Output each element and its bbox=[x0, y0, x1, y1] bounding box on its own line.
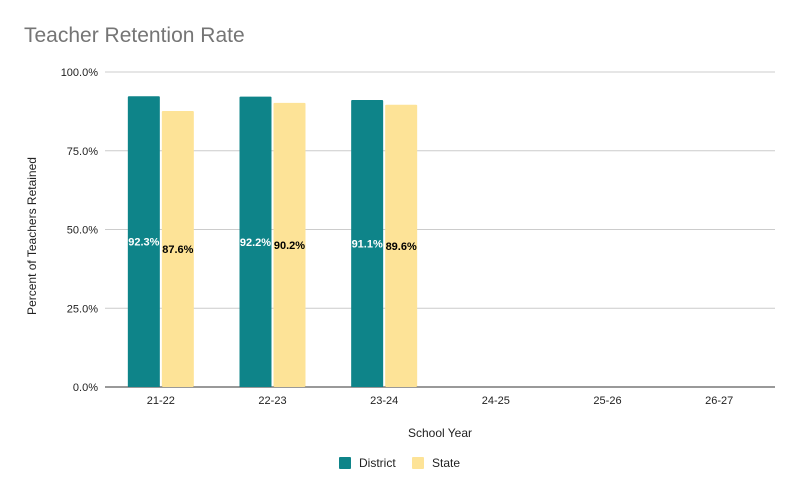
x-tick-label: 25-26 bbox=[593, 395, 621, 407]
x-tick-label: 23-24 bbox=[370, 395, 398, 407]
y-tick-label: 75.0% bbox=[67, 146, 98, 158]
y-tick-label: 0.0% bbox=[73, 382, 98, 394]
y-axis-title: Percent of Teachers Retained bbox=[25, 157, 39, 315]
data-label: 90.2% bbox=[274, 240, 305, 252]
bar-state-22-23 bbox=[273, 102, 306, 388]
bars bbox=[127, 96, 418, 388]
bar-state-23-24 bbox=[385, 104, 418, 387]
legend: District State bbox=[339, 456, 460, 470]
bar-district-21-22 bbox=[127, 96, 160, 387]
bar-district-22-23 bbox=[239, 96, 272, 387]
data-label: 89.6% bbox=[386, 241, 417, 253]
x-tick-label: 26-27 bbox=[705, 395, 733, 407]
y-tick-labels: 0.0% 25.0% 50.0% 75.0% 100.0% bbox=[61, 67, 99, 394]
legend-label-state: State bbox=[432, 456, 460, 470]
legend-swatch-district bbox=[339, 457, 351, 469]
data-label: 92.3% bbox=[128, 237, 159, 249]
x-tick-label: 22-23 bbox=[258, 395, 286, 407]
gridlines bbox=[105, 71, 775, 388]
y-tick-label: 50.0% bbox=[67, 225, 98, 237]
data-labels: 92.3%87.6% 92.2% 90.2% 91.1% 89.6% bbox=[128, 237, 417, 256]
legend-label-district: District bbox=[359, 456, 396, 470]
x-tick-labels: 21-22 22-23 23-24 24-25 25-26 26-27 bbox=[147, 395, 733, 407]
x-axis-title: School Year bbox=[408, 426, 472, 440]
data-label: 91.1% bbox=[352, 239, 383, 251]
bar-district-23-24 bbox=[351, 100, 384, 387]
x-tick-label: 24-25 bbox=[482, 395, 510, 407]
legend-swatch-state bbox=[412, 457, 424, 469]
y-tick-label: 100.0% bbox=[61, 67, 99, 79]
chart-title: Teacher Retention Rate bbox=[24, 24, 245, 47]
data-label: 92.2% bbox=[240, 237, 271, 249]
data-label: 87.6% bbox=[162, 244, 193, 256]
y-tick-label: 25.0% bbox=[67, 303, 98, 315]
x-tick-label: 21-22 bbox=[147, 395, 175, 407]
bar-state-21-22 bbox=[161, 111, 194, 387]
